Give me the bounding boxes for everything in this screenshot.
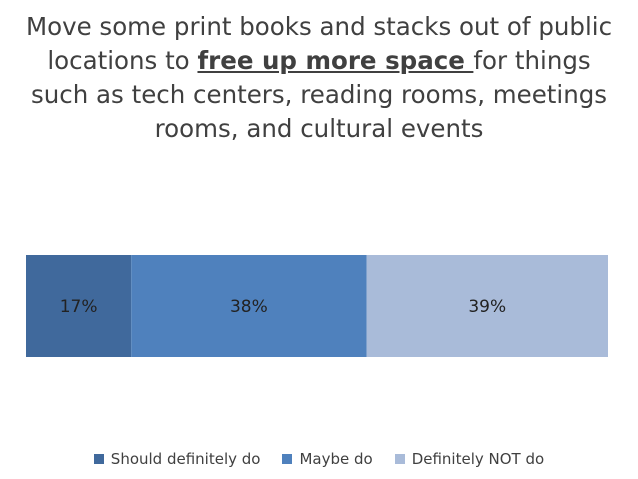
legend-item-2: Maybe do: [282, 450, 373, 468]
data-label-1: 17%: [60, 297, 98, 317]
chart-legend: Should definitely do Maybe do Definitely N…: [0, 450, 638, 468]
data-label-3: 39%: [468, 297, 506, 317]
title-text-start: Move some print books and stacks out of …: [25, 12, 613, 75]
stacked-bar-chart: 17% 38% 39%: [26, 255, 608, 357]
legend-label: Should definitely do: [110, 450, 261, 468]
bar-segment-2: [131, 255, 367, 357]
legend-label: Maybe do: [299, 450, 373, 468]
bar-segment-3: [366, 255, 608, 357]
title-text-end: for things such as tech centers, reading…: [30, 46, 608, 143]
legend-swatch: [93, 454, 104, 464]
legend-swatch: [282, 454, 293, 464]
data-label-2: 38%: [230, 297, 268, 317]
legend-swatch: [394, 454, 405, 464]
bar-segment-1: [26, 255, 132, 357]
legend-item-3: Definitely NOT do: [394, 450, 545, 468]
legend-label: Definitely NOT do: [411, 450, 545, 468]
chart-title: Move some print books and stacks out of …: [20, 10, 618, 146]
title-text-emphasis: free up more space: [197, 46, 474, 75]
legend-item-1: Should definitely do: [93, 450, 261, 468]
